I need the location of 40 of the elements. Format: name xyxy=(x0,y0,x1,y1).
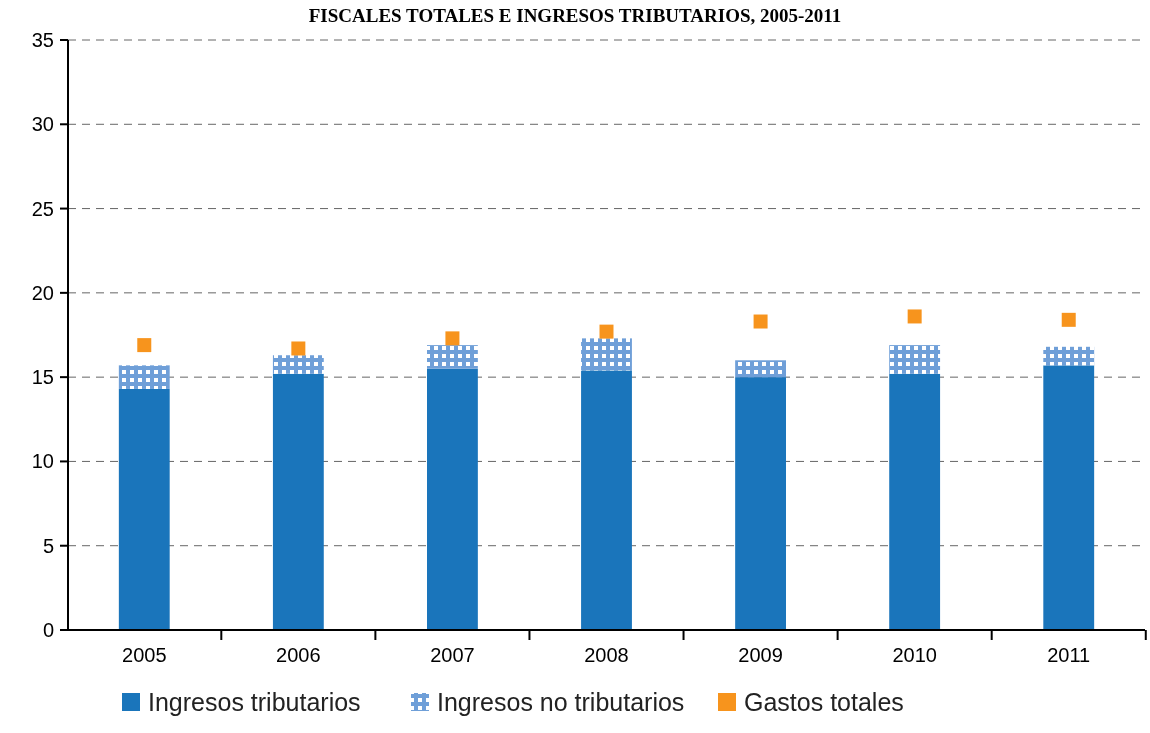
point xyxy=(445,331,460,346)
bar xyxy=(735,377,786,630)
point xyxy=(599,324,614,339)
y-tick-label: 20 xyxy=(31,281,54,304)
bar xyxy=(735,360,786,378)
y-tick-label: 0 xyxy=(42,619,54,641)
point xyxy=(1061,312,1076,327)
bar xyxy=(427,345,478,369)
bar xyxy=(427,368,478,630)
bar xyxy=(118,365,170,389)
x-tick-label: 2005 xyxy=(122,644,167,666)
bar xyxy=(1043,346,1095,366)
y-tick-label: 5 xyxy=(42,534,54,557)
point xyxy=(137,338,152,353)
bar xyxy=(272,373,324,630)
x-tick-label: 2007 xyxy=(430,644,475,666)
y-tick-label: 35 xyxy=(31,29,54,51)
bar xyxy=(118,388,170,630)
legend-label: Ingresos tributarios xyxy=(148,687,361,716)
bar xyxy=(581,338,632,371)
y-tick-label: 30 xyxy=(31,113,54,136)
y-tick-label: 15 xyxy=(31,366,54,389)
bar xyxy=(889,345,941,374)
y-tick-label: 10 xyxy=(31,450,54,473)
bar xyxy=(272,355,324,374)
bar xyxy=(889,373,941,630)
x-tick-label: 2008 xyxy=(584,644,629,666)
x-tick-label: 2009 xyxy=(738,644,783,666)
legend-label: Gastos totales xyxy=(744,687,904,716)
x-tick-label: 2010 xyxy=(892,644,937,666)
point xyxy=(753,314,768,329)
x-tick-label: 2006 xyxy=(276,644,321,666)
chart-title: FISCALES TOTALES E INGRESOS TRIBUTARIOS, 2005-2011 xyxy=(308,5,842,26)
y-tick-label: 25 xyxy=(31,197,54,220)
point xyxy=(907,309,922,324)
bar xyxy=(1043,365,1095,630)
point xyxy=(291,341,306,356)
x-tick-label: 2011 xyxy=(1047,644,1091,666)
bar xyxy=(581,370,632,630)
legend-label: Ingresos no tributarios xyxy=(437,687,685,716)
